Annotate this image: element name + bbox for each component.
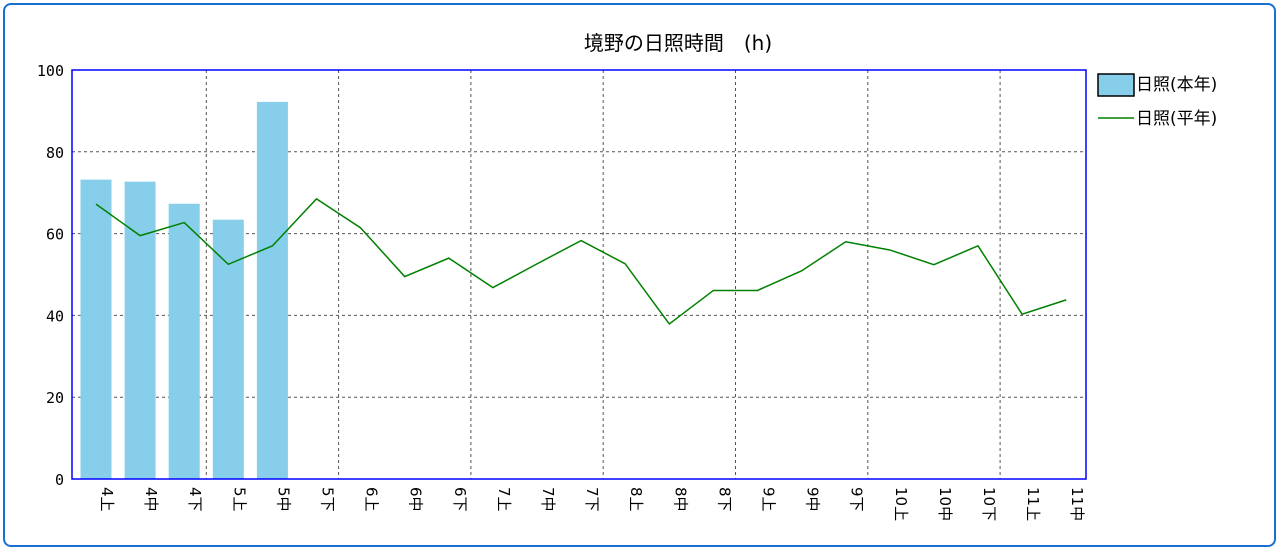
x-tick-label: 6上 (363, 487, 381, 512)
bar-this-year (168, 203, 200, 480)
y-tick-label: 80 (46, 144, 64, 162)
x-tick-label: 9下 (848, 487, 866, 512)
y-tick-label: 20 (46, 389, 64, 407)
y-tick-label: 60 (46, 226, 64, 244)
x-tick-label: 9上 (760, 487, 778, 512)
x-tick-label: 8下 (715, 487, 733, 512)
x-tick-label: 5上 (230, 487, 248, 512)
bar-this-year (80, 179, 112, 479)
x-tick-label: 6中 (407, 487, 425, 512)
x-tick-label: 10中 (936, 487, 954, 521)
x-tick-label: 7下 (583, 487, 601, 512)
legend-swatch-bar (1097, 73, 1135, 97)
x-tick-label: 7中 (539, 487, 557, 512)
legend-label-line: 日照(平年) (1136, 109, 1217, 129)
legend-label-bar: 日照(本年) (1136, 75, 1217, 95)
y-tick-label: 0 (55, 471, 64, 489)
x-tick-label: 4下 (186, 487, 204, 512)
x-tick-label: 11上 (1024, 487, 1042, 521)
x-tick-label: 7上 (495, 487, 513, 512)
x-tick-label: 5下 (319, 487, 337, 512)
plot-area (71, 69, 1087, 480)
x-tick-label: 10下 (980, 487, 998, 521)
x-tick-label: 9中 (804, 487, 822, 512)
x-tick-label: 5中 (274, 487, 292, 512)
x-tick-label: 6下 (451, 487, 469, 512)
line-normal-year (95, 197, 1067, 326)
bar-this-year (256, 101, 288, 479)
x-tick-label: 8上 (627, 487, 645, 512)
x-tick-label: 4中 (142, 487, 160, 512)
x-tick-label: 8中 (671, 487, 689, 512)
y-tick-label: 100 (37, 62, 64, 80)
bar-this-year (124, 181, 156, 480)
x-tick-label: 10上 (892, 487, 910, 521)
chart-title: 境野の日照時間 (h) (584, 31, 772, 55)
x-tick-label: 4上 (98, 487, 116, 512)
bar-this-year (212, 219, 244, 479)
y-tick-label: 40 (46, 307, 64, 325)
x-tick-label: 11中 (1068, 487, 1086, 521)
